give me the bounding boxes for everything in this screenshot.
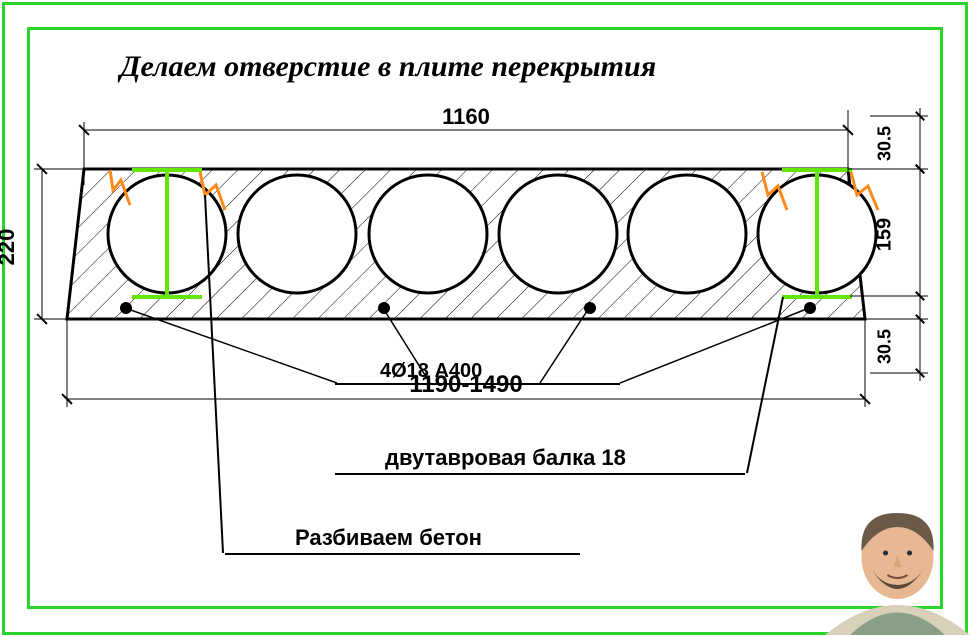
- concrete-label: Разбиваем бетон: [295, 525, 482, 551]
- dim-right-mid: 159: [874, 209, 897, 259]
- ibeam-underline: [335, 473, 745, 475]
- rebar-underline: [335, 383, 620, 385]
- concrete-underline: [225, 553, 580, 555]
- slab-diagram: [0, 0, 970, 637]
- person-portrait: [825, 513, 970, 635]
- rebar-label: 4Ø18 А400: [380, 360, 482, 383]
- dim-top-width: 1160: [406, 104, 526, 130]
- dim-right-bot: 30.5: [875, 322, 896, 372]
- ibeam-label: двутавровая балка 18: [385, 445, 626, 471]
- dim-right-top: 30.5: [875, 118, 896, 168]
- dim-left-height: 220: [0, 222, 20, 272]
